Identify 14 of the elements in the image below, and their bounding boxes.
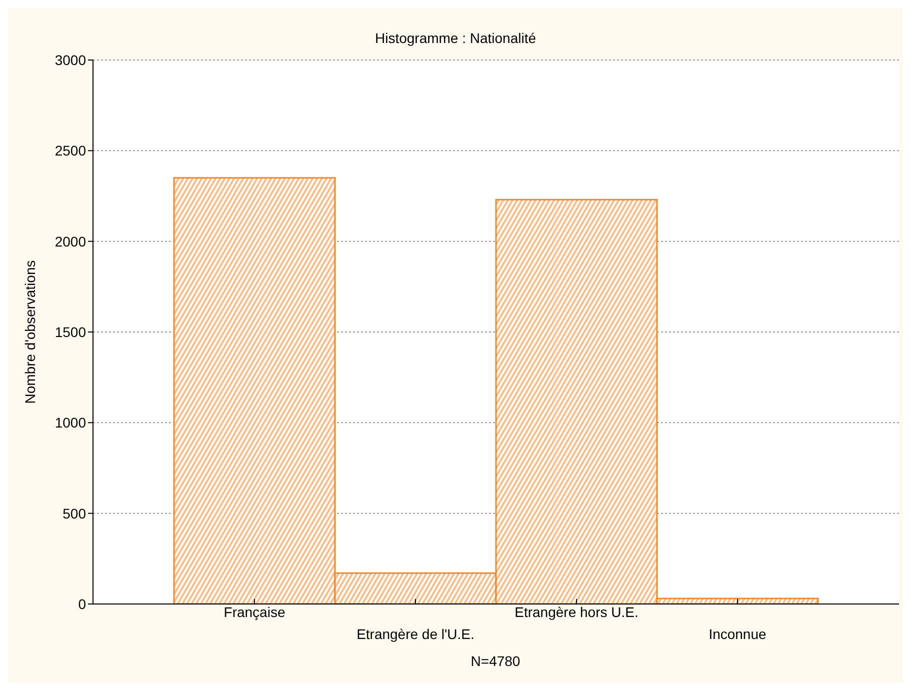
x-tick-label: Etrangère de l'U.E. (356, 626, 474, 642)
x-tick-label: Inconnue (708, 626, 767, 642)
x-tick-label: Française (224, 604, 286, 620)
text: N=4780 (470, 653, 522, 669)
y-tick-label: 500 (62, 505, 86, 522)
y-tick-label: 1000 (54, 414, 86, 431)
y-tick-label: 2500 (54, 142, 86, 159)
x-tick-label: Etrangère hors U.E. (514, 604, 638, 620)
y-tick-label: 0 (78, 596, 86, 612)
y-tick-label: 1500 (54, 324, 86, 340)
chart-title: Histogramme : Nationalité (374, 30, 538, 46)
y-tick-label: 2000 (54, 233, 86, 250)
y-tick-label: 3000 (54, 52, 86, 68)
y-axis-title: Nombre d'observations (22, 260, 38, 404)
